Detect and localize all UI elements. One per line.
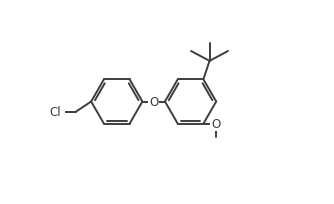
Text: O: O (211, 118, 220, 131)
Text: Cl: Cl (50, 106, 61, 119)
Text: O: O (149, 95, 158, 109)
